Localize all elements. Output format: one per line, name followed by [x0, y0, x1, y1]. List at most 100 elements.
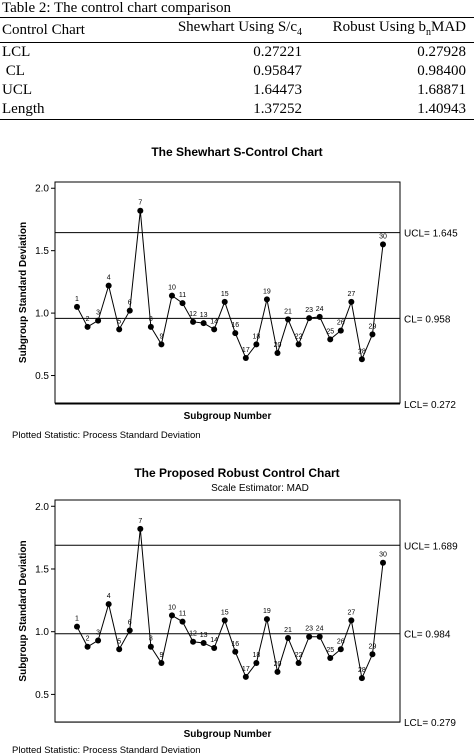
data-point	[179, 618, 186, 625]
chart-footnote: Plotted Statistic: Process Standard Devi…	[12, 430, 201, 441]
data-point	[105, 601, 112, 608]
data-point	[126, 627, 133, 634]
point-label: 18	[252, 652, 260, 659]
table-row: Length 1.37252 1.40943	[0, 100, 474, 120]
point-label: 23	[305, 626, 313, 633]
data-point	[221, 298, 228, 305]
point-label: 16	[231, 641, 239, 648]
table-header-row: Control Chart Shewhart Using S/c4 Robust…	[0, 17, 474, 43]
chart-title: The Proposed Robust Control Chart	[134, 466, 339, 480]
y-tick-label: 1.0	[35, 627, 49, 638]
y-axis-label: Subgroup Standard Deviation	[18, 540, 29, 681]
point-label: 9	[159, 333, 163, 340]
row-robust-value: 0.27928	[417, 44, 466, 60]
data-point	[274, 668, 281, 675]
data-point	[105, 282, 112, 289]
header-robust-subscript: n	[425, 27, 431, 38]
data-point	[263, 616, 270, 623]
data-point	[358, 356, 365, 363]
data-point	[337, 327, 344, 334]
point-label: 19	[263, 608, 271, 615]
point-label: 24	[316, 626, 324, 633]
row-label: Length	[2, 101, 45, 117]
point-label: 14	[210, 318, 218, 325]
point-label: 6	[128, 300, 132, 307]
data-point	[369, 331, 376, 338]
comparison-table: Control Chart Shewhart Using S/c4 Robust…	[0, 17, 474, 120]
data-point	[190, 638, 197, 645]
data-point	[348, 617, 355, 624]
row-robust-value: 0.98400	[417, 63, 466, 79]
table-row: UCL 1.64473 1.68871	[0, 81, 474, 100]
data-point	[306, 315, 313, 322]
point-label: 17	[242, 666, 250, 673]
row-robust-value: 1.68871	[417, 82, 466, 98]
point-label: 18	[252, 333, 260, 340]
point-label: 23	[305, 307, 313, 314]
row-label: LCL	[2, 44, 31, 60]
data-point	[179, 300, 186, 307]
point-label: 29	[369, 323, 377, 330]
data-point	[380, 241, 386, 248]
point-label: 4	[107, 275, 111, 282]
data-point	[316, 633, 323, 640]
data-point	[295, 341, 302, 348]
point-label: 17	[242, 347, 250, 354]
data-point	[253, 660, 260, 667]
data-point	[242, 673, 249, 680]
row-shewhart-value: 1.37252	[253, 101, 302, 117]
lcl-label: LCL= 0.279	[404, 718, 456, 729]
ucl-label: UCL= 1.645	[404, 229, 458, 240]
data-point	[232, 648, 239, 655]
point-label: 2	[86, 636, 90, 643]
header-control-chart: Control Chart	[2, 21, 85, 38]
point-label: 12	[189, 311, 197, 318]
data-point	[126, 307, 133, 314]
point-label: 28	[358, 348, 366, 355]
lcl-label: LCL= 0.272	[404, 400, 456, 411]
data-point	[211, 645, 218, 651]
header-robust: Robust Using bnMAD	[308, 18, 474, 43]
point-label: 3	[96, 310, 100, 317]
data-point	[84, 323, 91, 330]
point-label: 12	[189, 631, 197, 638]
point-label: 30	[379, 233, 387, 240]
data-point	[263, 296, 270, 303]
point-label: 22	[295, 652, 303, 659]
data-point	[232, 330, 239, 337]
point-label: 22	[295, 333, 303, 340]
data-point	[253, 341, 260, 348]
point-label: 1	[75, 296, 79, 303]
data-point	[358, 675, 365, 682]
data-point	[327, 336, 334, 343]
point-label: 9	[159, 652, 163, 659]
data-point	[295, 660, 302, 667]
row-label: UCL	[2, 82, 32, 98]
x-axis-label: Subgroup Number	[184, 411, 272, 422]
data-point	[242, 355, 249, 362]
comparison-table-section: Table 2: The control chart comparison Co…	[0, 0, 474, 120]
chart-title: The Shewhart S-Control Chart	[151, 145, 322, 159]
y-tick-label: 0.5	[35, 690, 49, 701]
data-point	[190, 318, 197, 325]
point-label: 8	[149, 636, 153, 643]
header-shewhart: Shewhart Using S/c4	[122, 18, 308, 43]
data-point	[95, 637, 102, 644]
header-shewhart-text: Shewhart Using S/c	[177, 19, 297, 35]
y-axis-label: Subgroup Standard Deviation	[18, 222, 29, 363]
data-point	[116, 326, 123, 333]
y-tick-label: 2.0	[35, 502, 49, 513]
data-point	[137, 207, 144, 214]
chart-footnote: Plotted Statistic: Process Standard Devi…	[12, 745, 201, 756]
row-shewhart-value: 1.64473	[253, 82, 302, 98]
point-label: 4	[107, 593, 111, 600]
y-tick-label: 0.5	[35, 371, 49, 382]
point-label: 7	[138, 518, 142, 525]
data-point	[221, 617, 228, 624]
data-point	[348, 298, 355, 305]
point-label: 2	[86, 316, 90, 323]
point-label: 30	[379, 552, 387, 559]
point-label: 13	[200, 632, 208, 639]
point-label: 21	[284, 308, 292, 315]
y-tick-label: 1.0	[35, 309, 49, 320]
